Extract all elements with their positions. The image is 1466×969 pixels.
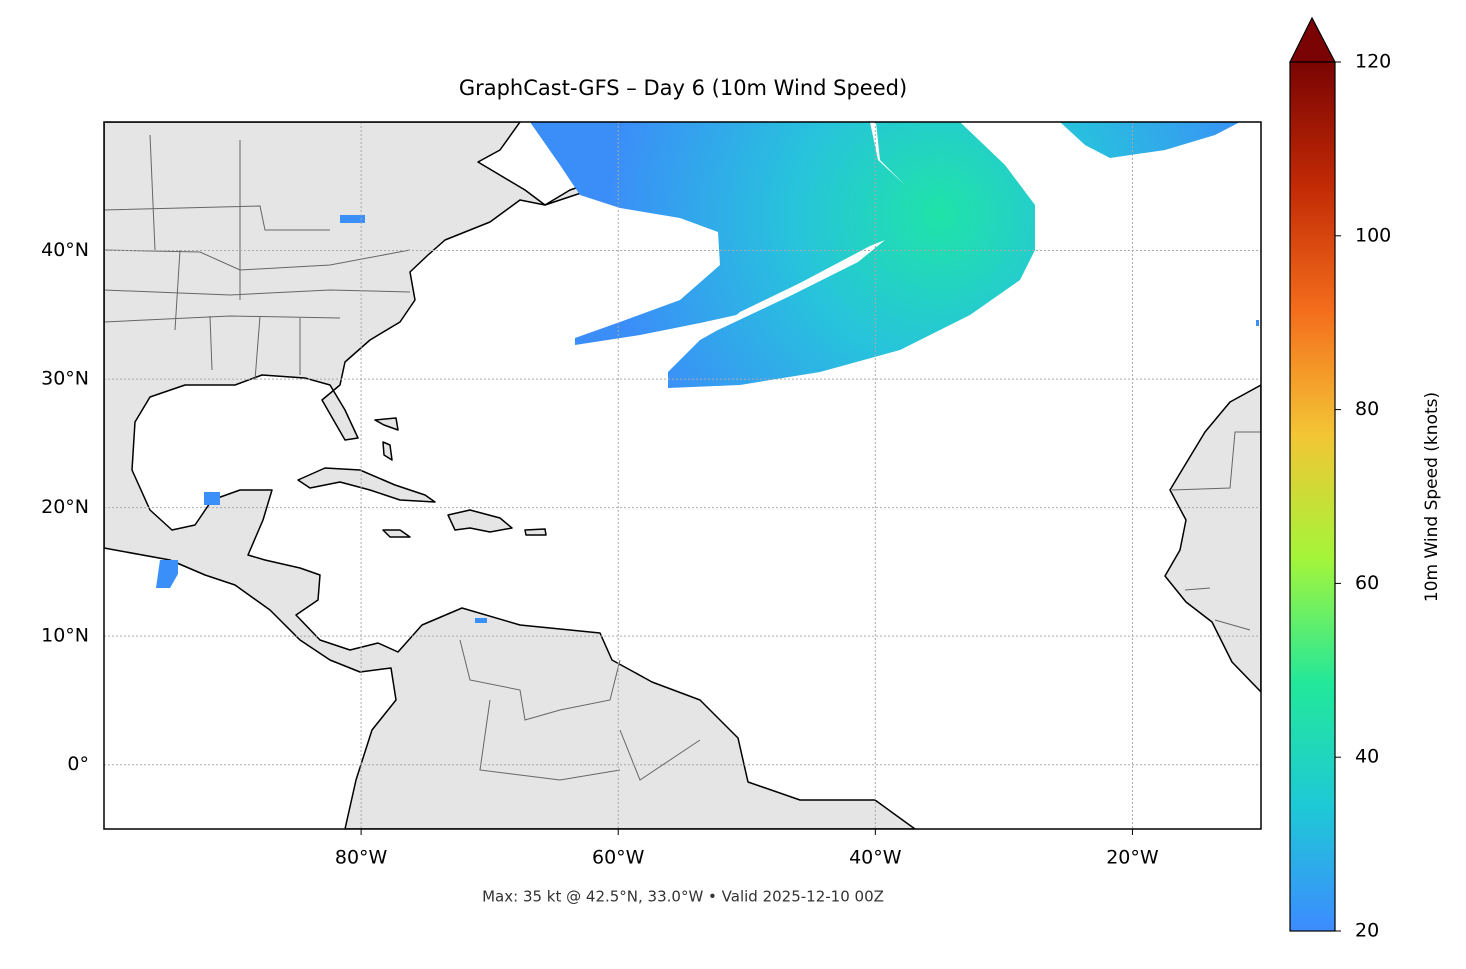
y-tick-label: 20°N — [41, 496, 89, 518]
chart-title: GraphCast-GFS – Day 6 (10m Wind Speed) — [459, 76, 907, 100]
y-tick-label: 40°N — [41, 239, 89, 261]
wind-gap — [718, 240, 885, 330]
x-tick-label: 60°W — [592, 847, 645, 869]
bahamas — [374, 417, 399, 461]
colorbar — [1289, 61, 1336, 932]
colorbar-tick-label: 40 — [1355, 746, 1379, 768]
hispaniola — [447, 509, 513, 533]
y-tick-label: 0° — [67, 753, 89, 775]
cuba — [297, 467, 436, 503]
colorbar-tick-label: 80 — [1355, 398, 1379, 420]
colorbar-label: 10m Wind Speed (knots) — [1422, 392, 1442, 602]
y-tick-label: 10°N — [41, 625, 89, 647]
wind-swath — [530, 122, 1035, 388]
y-tick-label: 30°N — [41, 368, 89, 390]
africa — [1164, 384, 1261, 693]
colorbar-tick-label: 20 — [1355, 920, 1379, 942]
grid — [104, 122, 1261, 829]
map-area — [104, 122, 1261, 829]
x-tick-label: 20°W — [1106, 847, 1159, 869]
footnote: Max: 35 kt @ 42.5°N, 33.0°W • Valid 2025… — [482, 888, 884, 906]
colorbar-tick-label: 120 — [1355, 51, 1391, 73]
jamaica — [382, 529, 411, 538]
x-tick-label: 40°W — [849, 847, 902, 869]
state-borders — [104, 134, 1261, 781]
map-frame — [103, 121, 1262, 830]
colorbar-tick-label: 100 — [1355, 224, 1391, 246]
puerto-rico — [524, 528, 547, 536]
x-tick-label: 80°W — [335, 847, 388, 869]
colorbar-extend — [1289, 16, 1336, 63]
wind-swath — [1060, 122, 1240, 158]
colorbar-tick-label: 60 — [1355, 572, 1379, 594]
